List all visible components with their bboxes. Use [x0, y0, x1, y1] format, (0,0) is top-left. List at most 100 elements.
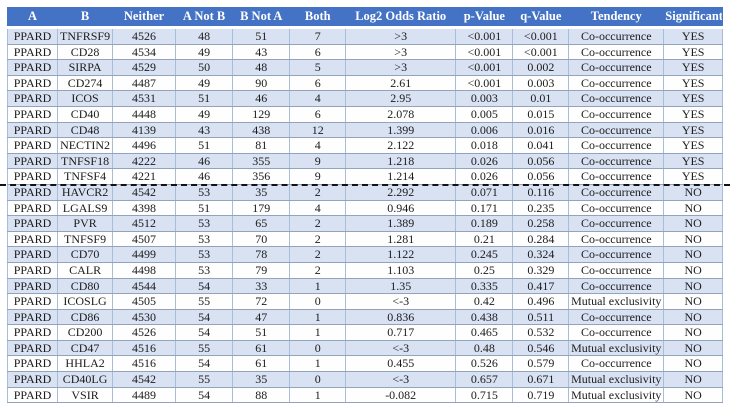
- column-header-tendency: Tendency: [568, 7, 665, 29]
- table-cell: YES: [663, 43, 723, 61]
- table-cell: TNFSF18: [57, 152, 114, 170]
- table-row: PPARD TNFSF18 4222 46 355 9 1.218 0.026 0.056 Co-…: [6, 152, 723, 170]
- table-cell: 4505: [112, 293, 176, 310]
- table-cell: 55: [174, 339, 234, 357]
- table-cell: 2: [289, 261, 347, 279]
- table-cell: 4512: [112, 215, 176, 232]
- table-cell: ICOSLG: [57, 293, 114, 310]
- table-cell: 0.671: [512, 371, 570, 388]
- table-cell: 0.258: [512, 215, 570, 232]
- table-cell: 4529: [112, 59, 176, 76]
- table-cell: 0.005: [455, 105, 514, 123]
- table-row: PPARD CD80 4544 54 33 1 1.35 0.335 0.417 Co-occur…: [6, 277, 723, 295]
- table-cell: 9: [289, 168, 347, 185]
- column-header-both: Both: [289, 7, 347, 29]
- table-cell: 129: [232, 105, 291, 123]
- table-cell: NO: [663, 277, 723, 295]
- table-cell: 0.245: [455, 246, 514, 263]
- table-cell: PPARD: [6, 168, 59, 185]
- table-cell: 53: [174, 215, 234, 232]
- table-cell: 438: [232, 121, 291, 139]
- table-cell: 0.01: [512, 90, 570, 107]
- table-cell: 4526: [112, 324, 176, 341]
- table-cell: NO: [663, 199, 723, 217]
- table-cell: 4542: [112, 183, 176, 201]
- table-cell: VSIR: [57, 386, 114, 404]
- table-cell: 4398: [112, 199, 176, 217]
- column-header-b-not-a: B Not A: [232, 7, 291, 29]
- table-cell: 0.329: [512, 261, 570, 279]
- table-cell: 0.116: [512, 183, 570, 201]
- table-cell: PPARD: [6, 152, 59, 170]
- column-header-p-value: p-Value: [455, 7, 514, 29]
- table-cell: 7: [289, 27, 347, 45]
- table-cell: PPARD: [6, 121, 59, 139]
- table-cell: 55: [174, 293, 234, 310]
- table-cell: PPARD: [6, 371, 59, 388]
- table-cell: 46: [174, 168, 234, 185]
- table-cell: <0.001: [455, 27, 514, 45]
- column-header-significant: Significant: [663, 7, 723, 29]
- table-cell: PPARD: [6, 199, 59, 217]
- table-cell: >3: [345, 27, 457, 45]
- table-cell: PPARD: [6, 27, 59, 45]
- table-cell: 0.532: [512, 324, 570, 341]
- table-header: A B Neither A Not B B Not A Both Log2 Od…: [6, 7, 723, 29]
- table-row: PPARD CD86 4530 54 47 1 0.836 0.438 0.511 Co-occu…: [6, 308, 723, 326]
- table-cell: 90: [232, 74, 291, 92]
- table-cell: 6: [289, 74, 347, 92]
- table-cell: Co-occurrence: [568, 355, 665, 373]
- table-cell: 53: [174, 230, 234, 248]
- column-header-neither: Neither: [112, 7, 176, 29]
- table-cell: 0.026: [455, 152, 514, 170]
- table-cell: 4507: [112, 230, 176, 248]
- table-row: PPARD SIRPA 4529 50 48 5 >3 <0.001 0.002 Co-occur…: [6, 59, 723, 76]
- table-cell: 2: [289, 215, 347, 232]
- table-row: PPARD HAVCR2 4542 53 35 2 2.292 0.071 0.116 Co-oc…: [6, 183, 723, 201]
- table-cell: 1.281: [345, 230, 457, 248]
- table-cell: Mutual exclusivity: [568, 386, 665, 404]
- table-cell: 51: [232, 27, 291, 45]
- table-cell: Co-occurrence: [568, 59, 665, 76]
- table-cell: 0.041: [512, 137, 570, 154]
- table-cell: 0.026: [455, 168, 514, 185]
- table-cell: SIRPA: [57, 59, 114, 76]
- gene-cooccurrence-table: A B Neither A Not B B Not A Both Log2 Od…: [6, 7, 723, 404]
- table-cell: 1: [289, 324, 347, 341]
- table-row: PPARD CD200 4526 54 51 1 0.717 0.465 0.532 Co-occ…: [6, 324, 723, 341]
- table-cell: 35: [232, 371, 291, 388]
- table-cell: 0.417: [512, 277, 570, 295]
- table-cell: 48: [232, 59, 291, 76]
- table-cell: 6: [289, 105, 347, 123]
- table-cell: YES: [663, 74, 723, 92]
- table-row: PPARD CD70 4499 53 78 2 1.122 0.245 0.324 Co-occu…: [6, 246, 723, 263]
- table-cell: YES: [663, 27, 723, 45]
- column-header-b: B: [57, 7, 114, 29]
- table-cell: LGALS9: [57, 199, 114, 217]
- table-cell: <0.001: [512, 43, 570, 61]
- table-cell: 2.122: [345, 137, 457, 154]
- table-cell: 0.003: [455, 90, 514, 107]
- table-cell: 2: [289, 246, 347, 263]
- table-cell: 72: [232, 293, 291, 310]
- table-cell: 4221: [112, 168, 176, 185]
- table-body: PPARD TNFRSF9 4526 48 51 7 >3 <0.001 <0.001 Co-oc…: [6, 27, 723, 404]
- table-cell: 2: [289, 230, 347, 248]
- table-cell: Co-occurrence: [568, 246, 665, 263]
- table-cell: 4516: [112, 355, 176, 373]
- table-cell: 43: [232, 43, 291, 61]
- table-row: PPARD CD274 4487 49 90 6 2.61 <0.001 0.003 Co-occ…: [6, 74, 723, 92]
- table-cell: 0.946: [345, 199, 457, 217]
- table-cell: PPARD: [6, 246, 59, 263]
- table-cell: NO: [663, 230, 723, 248]
- table-cell: NO: [663, 183, 723, 201]
- table-row: PPARD HHLA2 4516 54 61 1 0.455 0.526 0.579 Co-occ…: [6, 355, 723, 373]
- table-cell: 33: [232, 277, 291, 295]
- table-cell: NO: [663, 355, 723, 373]
- table-cell: CD274: [57, 74, 114, 92]
- table-cell: 0.455: [345, 355, 457, 373]
- table-cell: NO: [663, 371, 723, 388]
- table-cell: 51: [174, 199, 234, 217]
- table-cell: 355: [232, 152, 291, 170]
- table-cell: 55: [174, 371, 234, 388]
